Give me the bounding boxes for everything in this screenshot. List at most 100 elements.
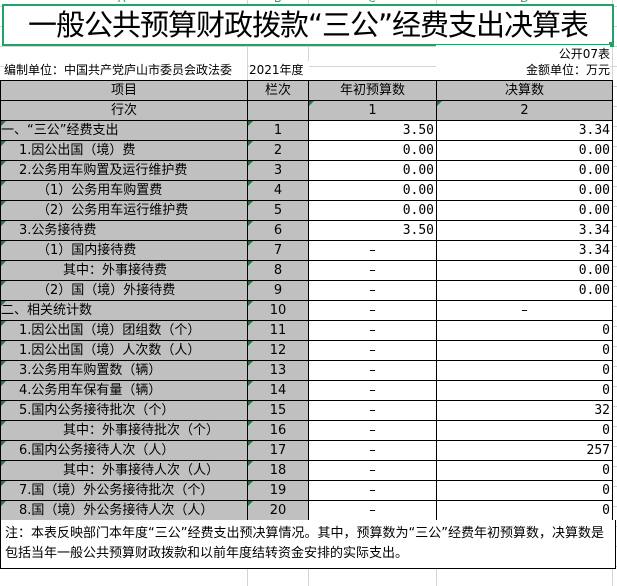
- budget-value[interactable]: –: [308, 260, 437, 281]
- row-label[interactable]: 2.公务用车购置及运行维护费: [0, 160, 248, 181]
- budget-value[interactable]: 0.00: [308, 140, 437, 161]
- budget-value[interactable]: –: [308, 300, 437, 321]
- header-item[interactable]: 项目: [0, 80, 248, 101]
- budget-value[interactable]: –: [308, 480, 437, 501]
- budget-value[interactable]: 3.50: [308, 220, 437, 241]
- final-value[interactable]: 3.34: [436, 120, 613, 141]
- column-header-b[interactable]: B: [274, 0, 282, 5]
- column-header-d[interactable]: D: [520, 0, 528, 5]
- column-header-c[interactable]: C: [368, 0, 376, 5]
- row-label[interactable]: 一、“三公”经费支出: [0, 120, 248, 141]
- row-number[interactable]: 5: [247, 200, 309, 221]
- row-number[interactable]: 11: [247, 320, 309, 341]
- row-number[interactable]: 15: [247, 400, 309, 421]
- row-number[interactable]: 7: [247, 240, 309, 261]
- budget-value[interactable]: –: [308, 500, 437, 521]
- table-row: 1.因公出国（境）人次数（人） 12–0: [0, 340, 613, 361]
- row-label[interactable]: 二、相关统计数: [0, 300, 248, 321]
- final-value[interactable]: 0.00: [436, 260, 613, 281]
- table-code: 公开07表: [436, 45, 610, 64]
- row-label[interactable]: 4.公务用车保有量（辆）: [0, 380, 248, 401]
- sheet-title-cell[interactable]: 一般公共预算财政拨款“三公”经费支出决算表: [2, 4, 614, 46]
- budget-value[interactable]: –: [308, 240, 437, 261]
- row-number[interactable]: 16: [247, 420, 309, 441]
- header-final[interactable]: 决算数: [436, 80, 613, 101]
- final-value[interactable]: –: [436, 300, 613, 321]
- budget-value[interactable]: 0.00: [308, 160, 437, 181]
- row-number[interactable]: 3: [247, 160, 309, 181]
- row-number[interactable]: 8: [247, 260, 309, 281]
- budget-value[interactable]: –: [308, 280, 437, 301]
- column-header-a[interactable]: A: [118, 0, 126, 5]
- budget-value[interactable]: –: [308, 460, 437, 481]
- row-number[interactable]: 12: [247, 340, 309, 361]
- budget-value[interactable]: –: [308, 420, 437, 441]
- row-label[interactable]: （2）公务用车运行维护费: [0, 200, 248, 221]
- row-number-empty[interactable]: [247, 100, 309, 121]
- row-number[interactable]: 2: [247, 140, 309, 161]
- budget-value[interactable]: –: [308, 320, 437, 341]
- row-number-label[interactable]: 行次: [0, 100, 248, 121]
- row-number[interactable]: 17: [247, 440, 309, 461]
- row-label[interactable]: 1.因公出国（境）费: [0, 140, 248, 161]
- row-label[interactable]: （1）国内接待费: [0, 240, 248, 261]
- table-row: 其中：外事接待费 8–0.00: [0, 260, 613, 281]
- row-number[interactable]: 13: [247, 360, 309, 381]
- budget-value[interactable]: –: [308, 360, 437, 381]
- table-row: 7.国（境）外公务接待批次（个） 19–0: [0, 480, 613, 501]
- row-label[interactable]: 5.国内公务接待批次（个）: [0, 400, 248, 421]
- row-label[interactable]: 其中：外事接待人次（人）: [0, 460, 248, 481]
- final-value[interactable]: 0.00: [436, 160, 613, 181]
- final-value[interactable]: 0: [436, 320, 613, 341]
- row-label[interactable]: 3.公务用车购置数（辆）: [0, 360, 248, 381]
- footnote[interactable]: 注：本表反映部门本年度“三公”经费支出预决算情况。其中，预算数为“三公”经费年初…: [0, 520, 616, 569]
- budget-value[interactable]: 3.50: [308, 120, 437, 141]
- final-value[interactable]: 0: [436, 420, 613, 441]
- row-label[interactable]: 其中：外事接待费: [0, 260, 248, 281]
- row-number[interactable]: 6: [247, 220, 309, 241]
- budget-column-number[interactable]: 1: [308, 100, 437, 121]
- final-value[interactable]: 0: [436, 360, 613, 381]
- final-value[interactable]: 0.00: [436, 140, 613, 161]
- row-number[interactable]: 19: [247, 480, 309, 501]
- final-value[interactable]: 3.34: [436, 220, 613, 241]
- row-number[interactable]: 20: [247, 500, 309, 521]
- row-label[interactable]: 8.国（境）外公务接待人次（人）: [0, 500, 248, 521]
- final-value[interactable]: 32: [436, 400, 613, 421]
- row-number[interactable]: 10: [247, 300, 309, 321]
- final-value[interactable]: 0.00: [436, 200, 613, 221]
- row-label[interactable]: （2）国（境）外接待费: [0, 280, 248, 301]
- row-number[interactable]: 9: [247, 280, 309, 301]
- budget-value[interactable]: –: [308, 340, 437, 361]
- row-label[interactable]: 其中：外事接待批次（个）: [0, 420, 248, 441]
- row-label[interactable]: 7.国（境）外公务接待批次（个）: [0, 480, 248, 501]
- final-value[interactable]: 0: [436, 500, 613, 521]
- final-value[interactable]: 0.00: [436, 180, 613, 201]
- row-label[interactable]: 1.因公出国（境）团组数（个）: [0, 320, 248, 341]
- row-number[interactable]: 4: [247, 180, 309, 201]
- final-value[interactable]: 257: [436, 440, 613, 461]
- final-value[interactable]: 0: [436, 460, 613, 481]
- row-label[interactable]: （1）公务用车购置费: [0, 180, 248, 201]
- fill-handle[interactable]: [609, 42, 614, 47]
- row-number[interactable]: 18: [247, 460, 309, 481]
- budget-value[interactable]: –: [308, 440, 437, 461]
- budget-value[interactable]: –: [308, 380, 437, 401]
- row-label[interactable]: 3.公务接待费: [0, 220, 248, 241]
- header-col-no[interactable]: 栏次: [247, 80, 309, 101]
- row-number[interactable]: 14: [247, 380, 309, 401]
- final-value[interactable]: 0: [436, 340, 613, 361]
- final-value[interactable]: 3.34: [436, 240, 613, 261]
- row-label[interactable]: 1.因公出国（境）人次数（人）: [0, 340, 248, 361]
- final-value[interactable]: 0: [436, 380, 613, 401]
- table-row: （2）国（境）外接待费 9–0.00: [0, 280, 613, 301]
- row-label[interactable]: 6.国内公务接待人次（人）: [0, 440, 248, 461]
- budget-value[interactable]: 0.00: [308, 200, 437, 221]
- final-value[interactable]: 0: [436, 480, 613, 501]
- budget-value[interactable]: –: [308, 400, 437, 421]
- final-column-number[interactable]: 2: [436, 100, 613, 121]
- row-number[interactable]: 1: [247, 120, 309, 141]
- final-value[interactable]: 0.00: [436, 280, 613, 301]
- header-budget[interactable]: 年初预算数: [308, 80, 437, 101]
- budget-value[interactable]: 0.00: [308, 180, 437, 201]
